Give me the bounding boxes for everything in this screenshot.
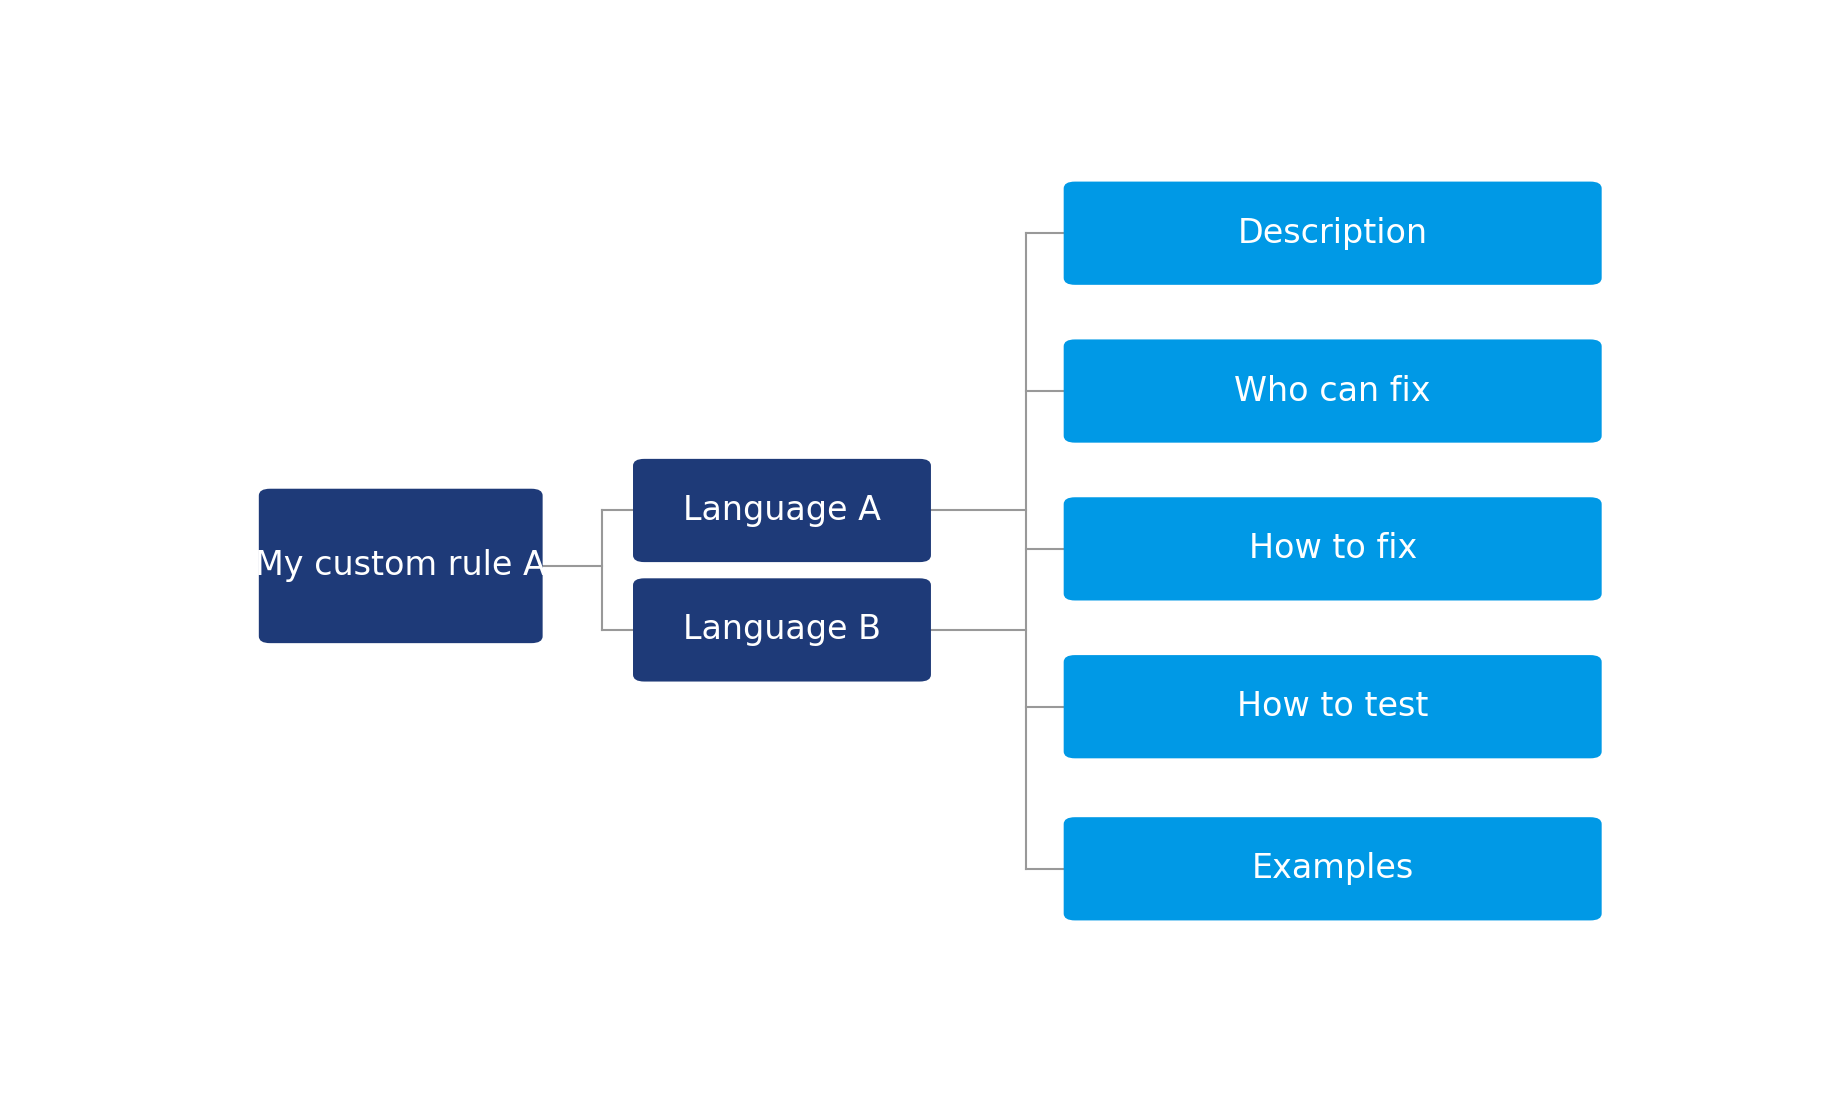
Text: My custom rule A: My custom rule A: [255, 550, 547, 583]
FancyBboxPatch shape: [632, 578, 931, 681]
Text: How to test: How to test: [1237, 690, 1428, 724]
Text: Who can fix: Who can fix: [1235, 375, 1430, 408]
FancyBboxPatch shape: [1064, 497, 1602, 601]
Text: Examples: Examples: [1252, 852, 1414, 885]
FancyBboxPatch shape: [1064, 818, 1602, 921]
Text: Language B: Language B: [683, 614, 882, 646]
FancyBboxPatch shape: [1064, 182, 1602, 285]
FancyBboxPatch shape: [632, 459, 931, 562]
Text: Language A: Language A: [683, 494, 882, 527]
FancyBboxPatch shape: [1064, 655, 1602, 758]
FancyBboxPatch shape: [1064, 339, 1602, 443]
Text: Description: Description: [1237, 217, 1428, 249]
FancyBboxPatch shape: [259, 489, 543, 643]
Text: How to fix: How to fix: [1248, 532, 1418, 565]
